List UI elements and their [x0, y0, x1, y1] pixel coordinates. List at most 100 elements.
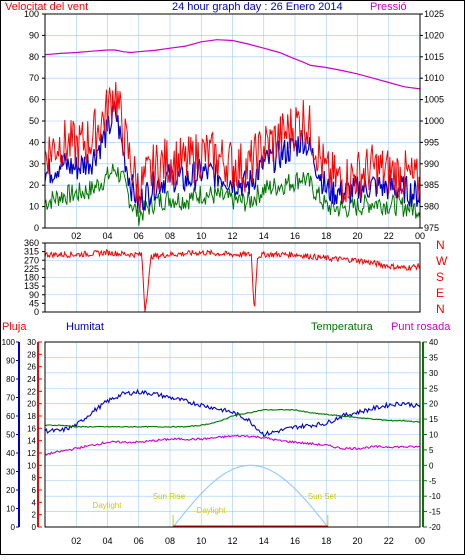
x-tick-label: 08	[165, 231, 175, 241]
x-tick-label: 06	[134, 231, 144, 241]
x-tick-label: 16	[290, 231, 300, 241]
compass-label: S	[436, 270, 444, 284]
humidity-tick-label: 100	[2, 338, 16, 347]
temperature-tick-label: 30	[429, 369, 438, 378]
x-tick-label: 14	[259, 536, 269, 546]
y-tick-label-left: 80	[29, 52, 39, 62]
rain-tick-label: 4	[32, 498, 37, 507]
y-tick-label-direction: 225	[24, 264, 39, 274]
y-tick-label-right: 980	[424, 202, 439, 212]
y-tick-label-left: 50	[29, 116, 39, 126]
x-tick-label: 00	[415, 536, 425, 546]
y-tick-label-right: 1005	[424, 95, 444, 105]
y-tick-label-right: 995	[424, 137, 439, 147]
x-tick-label: 18	[321, 536, 331, 546]
x-tick-label: 06	[134, 536, 144, 546]
y-tick-label-direction: 360	[24, 238, 39, 248]
temperature-tick-label: 20	[429, 400, 438, 409]
y-tick-label-left: 40	[29, 137, 39, 147]
sun-annotation: Daylight	[197, 506, 227, 515]
rain-tick-label: 2	[32, 511, 37, 520]
rain-label: Pluja	[2, 321, 27, 333]
y-tick-label-direction: 45	[29, 298, 39, 308]
rain-tick-label: 12	[27, 449, 36, 458]
x-tick-label: 08	[165, 536, 175, 546]
rain-tick-label: 6	[32, 486, 37, 495]
y-tick-label-direction: 315	[24, 247, 39, 257]
x-tick-label: 10	[196, 536, 206, 546]
x-tick-label: 12	[227, 231, 237, 241]
rain-tick-label: 8	[32, 474, 37, 483]
temperature-tick-label: 40	[429, 338, 438, 347]
rain-tick-label: 30	[27, 338, 36, 347]
y-tick-label-right: 1020	[424, 30, 444, 40]
humidity-tick-label: 20	[6, 486, 15, 495]
temperature-tick-label: 35	[429, 353, 438, 362]
y-tick-label-right: 985	[424, 180, 439, 190]
humidity-tick-label: 40	[6, 449, 15, 458]
rain-tick-label: 18	[27, 412, 36, 421]
x-tick-label: 16	[290, 536, 300, 546]
y-tick-label-right: 975	[424, 223, 439, 233]
solar-curve	[172, 464, 329, 528]
temperature-tick-label: 15	[429, 415, 438, 424]
y-tick-label-left: 70	[29, 73, 39, 83]
x-tick-label: 22	[384, 536, 394, 546]
compass-label: E	[436, 286, 444, 300]
x-tick-label: 14	[259, 231, 269, 241]
pressure-label: Pressió	[370, 1, 407, 13]
y-tick-label-direction: 180	[24, 273, 39, 283]
humidity-tick-label: 80	[6, 375, 15, 384]
x-tick-label: 04	[102, 536, 112, 546]
y-tick-label-direction: 90	[29, 290, 39, 300]
rain-tick-label: 22	[27, 387, 36, 396]
x-tick-label: 04	[102, 231, 112, 241]
temperature-tick-label: 10	[429, 431, 438, 440]
y-tick-label-left: 20	[29, 180, 39, 190]
y-tick-label-right: 1000	[424, 116, 444, 126]
wind-speed-line	[44, 81, 421, 213]
sun-annotation: Sun Rise	[153, 492, 186, 501]
rain-tick-label: 24	[27, 375, 36, 384]
y-tick-label-left: 30	[29, 159, 39, 169]
humidity-tick-label: 90	[6, 357, 15, 366]
x-tick-label: 02	[71, 231, 81, 241]
humidity-tick-label: 30	[6, 468, 15, 477]
x-tick-label: 18	[321, 231, 331, 241]
x-tick-label: 00	[415, 231, 425, 241]
y-tick-label-left: 100	[24, 9, 39, 19]
humidity-tick-label: 10	[6, 505, 15, 514]
compass-label: N	[436, 302, 445, 316]
temperature-tick-label: -15	[429, 508, 441, 517]
rain-tick-label: 28	[27, 350, 36, 359]
y-tick-label-direction: 135	[24, 281, 39, 291]
rain-tick-label: 20	[27, 400, 36, 409]
rain-tick-label: 16	[27, 424, 36, 433]
wind-direction-line	[44, 248, 421, 313]
humidity-line	[44, 388, 421, 438]
x-tick-label: 20	[352, 231, 362, 241]
y-tick-label-direction: 0	[34, 307, 39, 317]
temperature-line	[44, 408, 420, 428]
x-tick-label: 10	[196, 231, 206, 241]
x-tick-label: 22	[384, 231, 394, 241]
temperature-tick-label: 25	[429, 384, 438, 393]
rain-tick-label: 0	[32, 523, 37, 532]
y-tick-label-direction: 270	[24, 255, 39, 265]
dewpoint-line	[44, 434, 421, 456]
humidity-tick-label: 0	[11, 523, 16, 532]
y-tick-label-left: 10	[29, 202, 39, 212]
rain-tick-label: 14	[27, 437, 36, 446]
temperature-tick-label: 5	[429, 446, 434, 455]
dewpoint-label: Punt rosada	[391, 321, 451, 333]
wind-minimum-line	[44, 163, 421, 226]
compass-label: N	[436, 238, 445, 252]
x-tick-label: 02	[71, 536, 81, 546]
compass-label: W	[436, 254, 448, 268]
wind-speed-label: Velocitat del vent	[5, 1, 88, 13]
temperature-tick-label: -20	[429, 523, 441, 532]
sun-annotation: Daylight	[93, 501, 123, 510]
